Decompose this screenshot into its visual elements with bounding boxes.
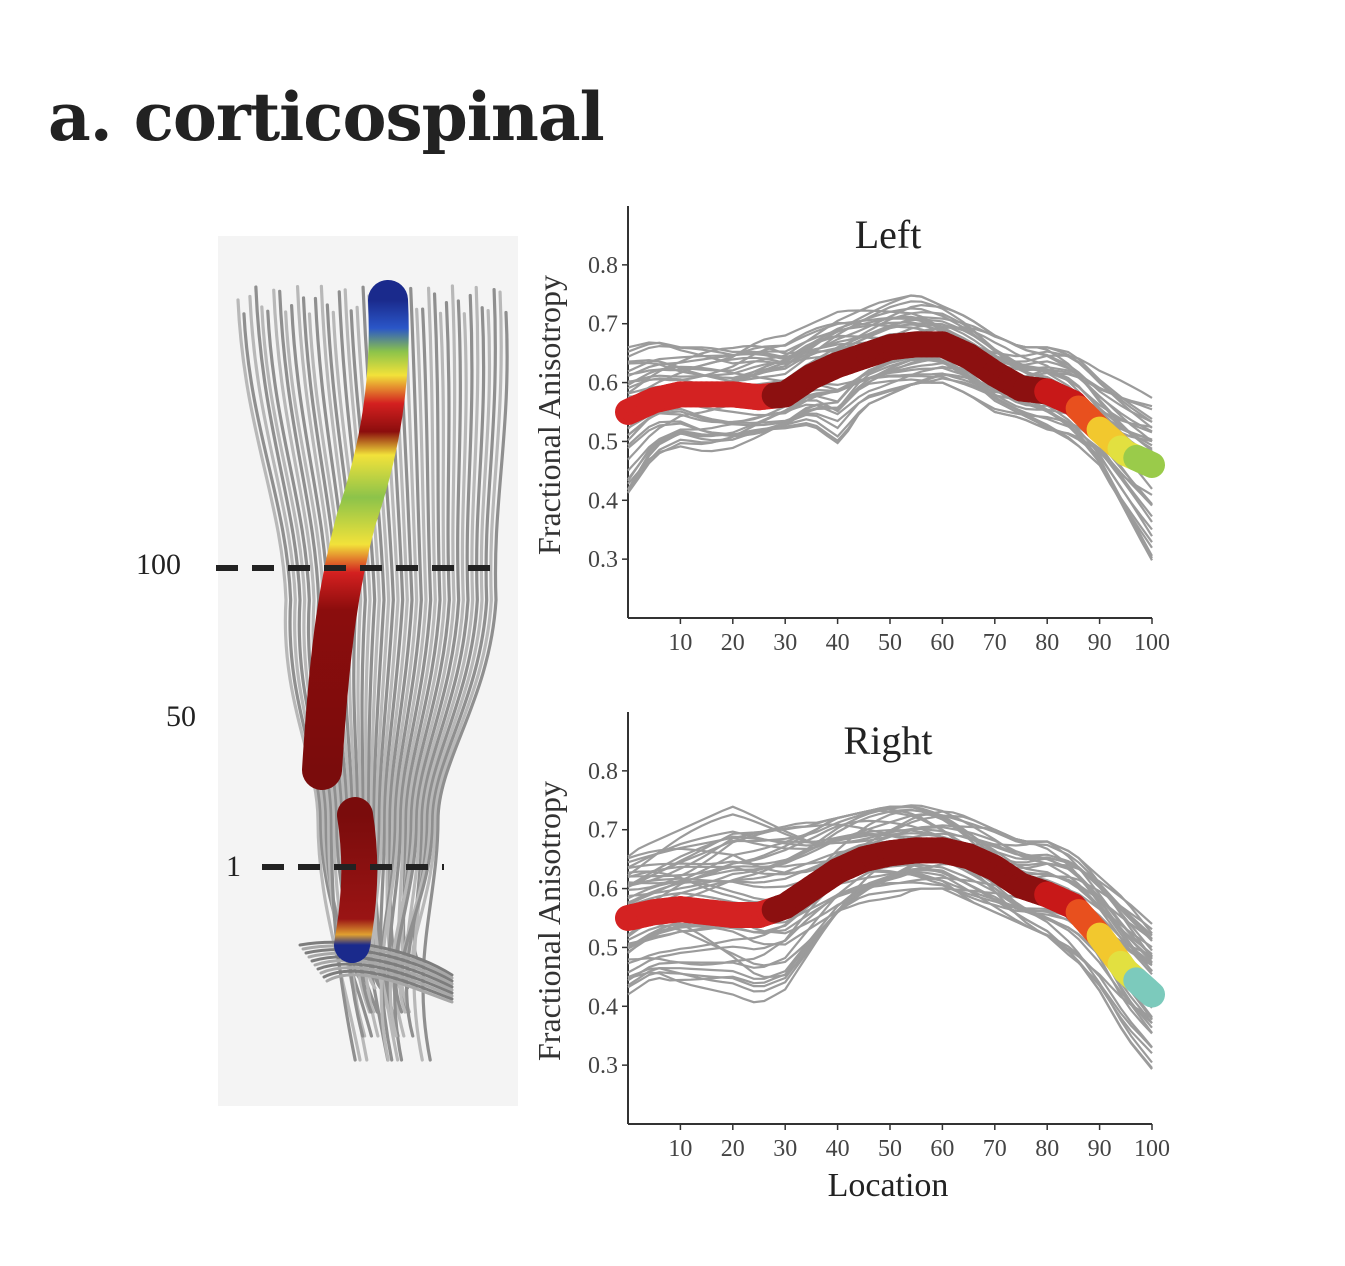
x-tick-label: 90 xyxy=(1088,630,1112,656)
subject-line xyxy=(627,303,1153,420)
subject-line xyxy=(627,307,1153,434)
subject-line xyxy=(627,365,1153,531)
tract-fiber xyxy=(316,962,454,995)
y-tick-label: 0.7 xyxy=(588,312,618,338)
tract-fiber xyxy=(379,307,428,1062)
x-tick-label: 100 xyxy=(1134,1136,1170,1162)
subject-line xyxy=(627,805,1153,935)
x-tick-label: 30 xyxy=(773,1136,797,1162)
subject-line xyxy=(627,887,1153,1048)
tract-rendering xyxy=(216,236,518,1106)
x-tick-label: 60 xyxy=(930,1136,954,1162)
tract-fiber xyxy=(322,969,454,1001)
tract-fiber xyxy=(381,286,423,966)
x-axis-label: Location xyxy=(828,1167,949,1204)
x-tick-label: 90 xyxy=(1088,1136,1112,1162)
y-axis-label: Fractional Anisotropy xyxy=(531,275,567,555)
tract-fiber xyxy=(319,966,454,998)
tract-fiber xyxy=(404,312,468,990)
chart-title: Left xyxy=(855,212,922,257)
tract-fiber xyxy=(298,940,454,977)
y-tick-label: 0.3 xyxy=(588,547,618,573)
tract-fiber xyxy=(304,948,454,983)
subject-line xyxy=(627,356,1153,549)
chart-title: Right xyxy=(844,718,933,763)
x-tick-label: 60 xyxy=(930,630,954,656)
x-tick-label: 40 xyxy=(826,1136,850,1162)
subject-line xyxy=(627,294,1153,433)
tract-profile-upper xyxy=(302,280,409,790)
subject-line xyxy=(627,872,1153,1049)
tract-fiber xyxy=(400,287,497,990)
chart-right: Right Fractional Anisotropy Location 0.3… xyxy=(520,706,1200,1210)
x-tick-label: 80 xyxy=(1035,630,1059,656)
tract-fiber xyxy=(387,307,433,1038)
x-tick-label: 50 xyxy=(878,630,902,656)
x-tick-label: 20 xyxy=(721,630,745,656)
subject-line xyxy=(627,809,1153,925)
x-tick-label: 30 xyxy=(773,630,797,656)
y-tick-label: 0.7 xyxy=(588,818,618,844)
x-tick-label: 10 xyxy=(668,630,692,656)
x-tick-label: 50 xyxy=(878,1136,902,1162)
tract-fiber xyxy=(301,944,454,980)
x-tick-label: 40 xyxy=(826,630,850,656)
tract-label-50: 50 xyxy=(166,700,196,733)
x-tick-label: 20 xyxy=(721,1136,745,1162)
tract-fiber xyxy=(325,973,454,1004)
mean-profile-segment xyxy=(1133,449,1165,478)
x-tick-label: 80 xyxy=(1035,1136,1059,1162)
chart-left: Left Fractional Anisotropy 0.3 0.4 0.5 0.6 0… xyxy=(520,200,1200,674)
y-tick-label: 0.5 xyxy=(588,429,618,455)
tract-fiber xyxy=(307,951,454,986)
subject-line xyxy=(627,810,1153,972)
tract-label-100: 100 xyxy=(136,548,181,581)
tract-fiber xyxy=(393,299,462,1014)
y-tick-label: 0.4 xyxy=(588,488,618,514)
tract-label-1: 1 xyxy=(226,850,241,883)
y-tick-label: 0.6 xyxy=(588,877,618,903)
y-axis-label: Fractional Anisotropy xyxy=(531,781,567,1061)
figure-title: a. corticospinal xyxy=(48,78,605,156)
mean-profile-segment xyxy=(1133,976,1165,1008)
tract-fiber xyxy=(313,958,454,992)
x-tick-label: 10 xyxy=(668,1136,692,1162)
tract-fiber xyxy=(310,955,454,989)
tract-fiber xyxy=(411,290,503,966)
tract-fiber xyxy=(421,310,509,1062)
y-tick-label: 0.6 xyxy=(588,371,618,397)
y-tick-label: 0.4 xyxy=(588,994,618,1020)
y-tick-label: 0.8 xyxy=(588,253,618,279)
x-tick-label: 100 xyxy=(1134,630,1170,656)
x-tick-label: 70 xyxy=(983,1136,1007,1162)
subject-line xyxy=(627,294,1153,423)
tract-fiber xyxy=(236,298,362,1062)
subject-line xyxy=(627,378,1153,523)
y-tick-label: 0.8 xyxy=(588,759,618,785)
x-tick-label: 70 xyxy=(983,630,1007,656)
tract-fiber xyxy=(388,284,457,1038)
y-tick-label: 0.3 xyxy=(588,1053,618,1079)
tract-fiber xyxy=(398,308,492,1014)
subject-line xyxy=(627,321,1153,429)
y-tick-label: 0.5 xyxy=(588,935,618,961)
subject-line xyxy=(627,358,1153,543)
tract-profile-lower xyxy=(334,797,378,963)
